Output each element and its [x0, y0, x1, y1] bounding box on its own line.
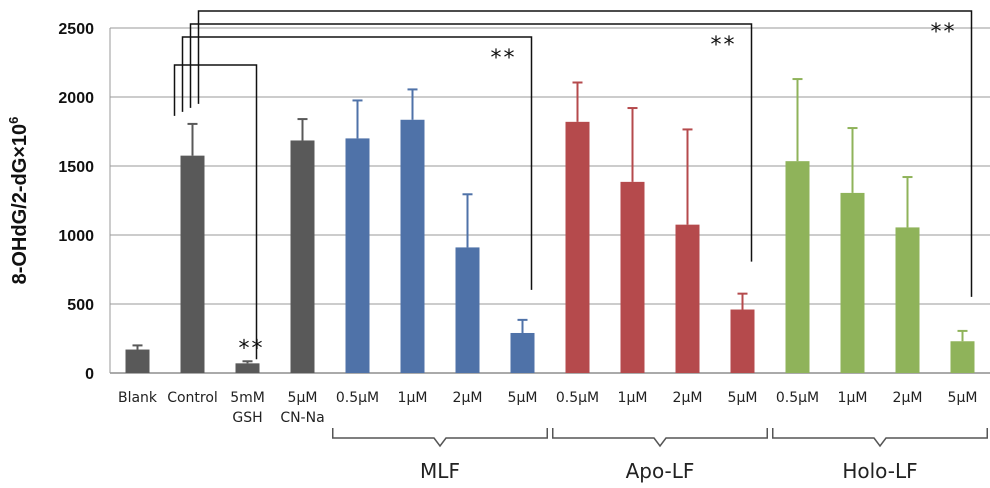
- group-label: Holo-LF: [842, 459, 917, 483]
- bar: [565, 121, 590, 373]
- bar: [895, 227, 920, 373]
- group-label: Apo-LF: [626, 459, 695, 483]
- significance-bracket: [189, 23, 753, 262]
- group-bracket: [772, 428, 988, 448]
- bar: [675, 224, 700, 373]
- significance-label: **: [931, 20, 957, 45]
- y-tick-label: 2500: [58, 21, 94, 38]
- group-label: MLF: [420, 459, 460, 483]
- x-tick-label: Blank: [118, 390, 158, 406]
- significance-label: **: [239, 336, 265, 361]
- bar: [290, 140, 315, 373]
- bar: [620, 181, 645, 373]
- significance-label: **: [491, 46, 517, 71]
- significance-bracket: [181, 36, 533, 290]
- x-tick-label: 2μM: [893, 390, 923, 406]
- x-tick-label: 5μM: [508, 390, 538, 406]
- x-tick-label: 2μM: [453, 390, 483, 406]
- bar: [840, 192, 865, 373]
- y-tick-label: 1500: [58, 159, 94, 176]
- y-tick-label: 1000: [58, 228, 94, 245]
- x-tick-label: Control: [167, 390, 218, 406]
- x-tick-label: 5μM: [728, 390, 758, 406]
- x-tick-label: 1μM: [838, 390, 868, 406]
- bar: [345, 138, 370, 373]
- x-tick-label: 5μM: [948, 390, 978, 406]
- y-tick-label: 2000: [58, 90, 94, 107]
- bar: [730, 309, 755, 373]
- bar: [400, 119, 425, 374]
- x-tick-label: 0.5μM: [776, 390, 819, 406]
- group-bracket: [332, 428, 548, 448]
- significance-bracket: [197, 10, 973, 297]
- bar: [455, 247, 480, 373]
- significance-bracket: [173, 64, 258, 360]
- bar: [950, 341, 975, 373]
- x-tick-label: 0.5μM: [336, 390, 379, 406]
- x-tick-label: 2μM: [673, 390, 703, 406]
- x-tick-label: 1μM: [398, 390, 428, 406]
- bar: [125, 349, 150, 373]
- bar: [785, 161, 810, 373]
- x-tick-label: CN-Na: [280, 410, 324, 426]
- bar: [235, 363, 260, 373]
- bar: [180, 155, 205, 373]
- bar: [510, 332, 535, 373]
- x-tick-label: 5mM: [230, 390, 265, 406]
- x-tick-label: 5μM: [288, 390, 318, 406]
- significance-label: **: [711, 33, 737, 58]
- y-tick-label: 0: [85, 366, 94, 383]
- x-tick-label: 0.5μM: [556, 390, 599, 406]
- y-axis-label: 8-OHdG/2-dG×106: [6, 117, 31, 285]
- x-tick-label: 1μM: [618, 390, 648, 406]
- x-tick-label: GSH: [232, 410, 262, 426]
- y-tick-label: 500: [67, 297, 94, 314]
- group-bracket: [552, 428, 768, 448]
